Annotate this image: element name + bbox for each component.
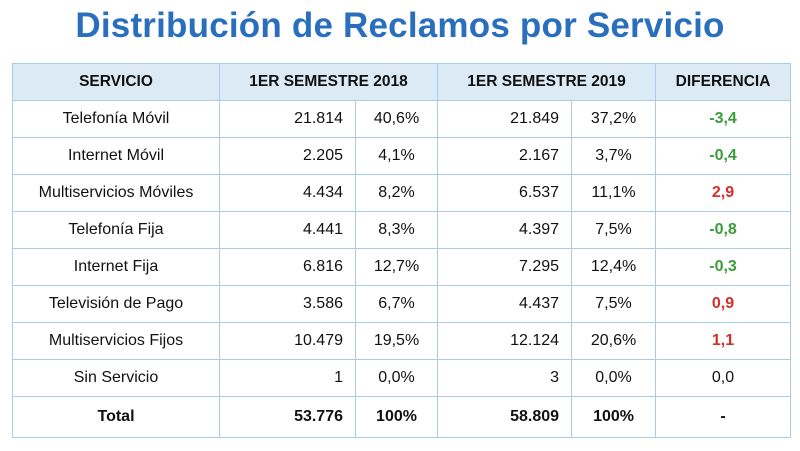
page-title: Distribución de Reclamos por Servicio — [75, 6, 725, 45]
cell-diferencia: -0,8 — [655, 211, 792, 249]
cell-value-2019: 7.295 — [437, 248, 573, 286]
cell-value-2018: 4.434 — [219, 174, 356, 212]
cell-percent-2018: 8,2% — [354, 174, 439, 212]
table-row: Multiservicios Fijos 10.479 19,5% 12.124 20,… — [12, 322, 792, 360]
header-servicio: SERVICIO — [12, 63, 220, 101]
table-row: Telefonía Fija 4.441 8,3% 4.397 7,5% -0,8 — [12, 211, 792, 249]
total-row: Total 53.776 100% 58.809 100% - — [12, 396, 792, 438]
cell-diferencia: -0,4 — [655, 137, 792, 175]
cell-diferencia: 2,9 — [655, 174, 792, 212]
cell-diferencia: -0,3 — [655, 248, 792, 286]
cell-percent-2018: 40,6% — [354, 100, 439, 138]
cell-percent-2018: 8,3% — [354, 211, 439, 249]
cell-value-2018: 2.205 — [219, 137, 356, 175]
cell-value-2018: 21.814 — [219, 100, 356, 138]
cell-servicio: Multiservicios Fijos — [12, 322, 220, 360]
table-row: Telefonía Móvil 21.814 40,6% 21.849 37,2% -3,… — [12, 100, 792, 138]
cell-diferencia: 0,0 — [655, 359, 792, 397]
cell-value-2018: 53.776 — [219, 396, 356, 438]
header-diferencia: DIFERENCIA — [655, 63, 792, 101]
cell-diferencia: -3,4 — [655, 100, 792, 138]
cell-diferencia: - — [655, 396, 792, 438]
cell-percent-2019: 11,1% — [571, 174, 657, 212]
cell-percent-2018: 6,7% — [354, 285, 439, 323]
cell-value-2019: 12.124 — [437, 322, 573, 360]
cell-value-2018: 10.479 — [219, 322, 356, 360]
cell-value-2018: 3.586 — [219, 285, 356, 323]
cell-diferencia: 1,1 — [655, 322, 792, 360]
table-row: Televisión de Pago 3.586 6,7% 4.437 7,5% 0,9 — [12, 285, 792, 323]
header-row: SERVICIO 1ER SEMESTRE 2018 1ER SEMESTRE … — [12, 63, 792, 101]
cell-percent-2019: 7,5% — [571, 285, 657, 323]
cell-percent-2019: 20,6% — [571, 322, 657, 360]
table-row: Internet Fija 6.816 12,7% 7.295 12,4% -0,3 — [12, 248, 792, 286]
cell-servicio: Multiservicios Móviles — [12, 174, 220, 212]
cell-servicio: Telefonía Móvil — [12, 100, 220, 138]
claims-table: SERVICIO 1ER SEMESTRE 2018 1ER SEMESTRE … — [12, 63, 792, 438]
cell-percent-2019: 7,5% — [571, 211, 657, 249]
cell-servicio: Sin Servicio — [12, 359, 220, 397]
cell-percent-2018: 100% — [354, 396, 439, 438]
cell-servicio: Total — [12, 396, 220, 438]
cell-value-2018: 4.441 — [219, 211, 356, 249]
cell-percent-2019: 3,7% — [571, 137, 657, 175]
cell-value-2018: 1 — [219, 359, 356, 397]
cell-servicio: Internet Móvil — [12, 137, 220, 175]
cell-percent-2018: 4,1% — [354, 137, 439, 175]
cell-value-2019: 21.849 — [437, 100, 573, 138]
cell-percent-2018: 12,7% — [354, 248, 439, 286]
cell-value-2018: 6.816 — [219, 248, 356, 286]
cell-percent-2019: 100% — [571, 396, 657, 438]
cell-percent-2018: 19,5% — [354, 322, 439, 360]
cell-value-2019: 6.537 — [437, 174, 573, 212]
cell-servicio: Internet Fija — [12, 248, 220, 286]
table-row: Sin Servicio 1 0,0% 3 0,0% 0,0 — [12, 359, 792, 397]
cell-percent-2019: 0,0% — [571, 359, 657, 397]
cell-value-2019: 4.397 — [437, 211, 573, 249]
cell-value-2019: 2.167 — [437, 137, 573, 175]
table-row: Internet Móvil 2.205 4,1% 2.167 3,7% -0,4 — [12, 137, 792, 175]
cell-percent-2018: 0,0% — [354, 359, 439, 397]
cell-servicio: Telefonía Fija — [12, 211, 220, 249]
cell-percent-2019: 37,2% — [571, 100, 657, 138]
cell-servicio: Televisión de Pago — [12, 285, 220, 323]
cell-percent-2019: 12,4% — [571, 248, 657, 286]
cell-diferencia: 0,9 — [655, 285, 792, 323]
header-sem2018: 1ER SEMESTRE 2018 — [218, 63, 439, 101]
cell-value-2019: 3 — [437, 359, 573, 397]
table-row: Multiservicios Móviles 4.434 8,2% 6.537 11,1… — [12, 174, 792, 212]
cell-value-2019: 58.809 — [437, 396, 573, 438]
header-sem2019: 1ER SEMESTRE 2019 — [437, 63, 657, 101]
cell-value-2019: 4.437 — [437, 285, 573, 323]
